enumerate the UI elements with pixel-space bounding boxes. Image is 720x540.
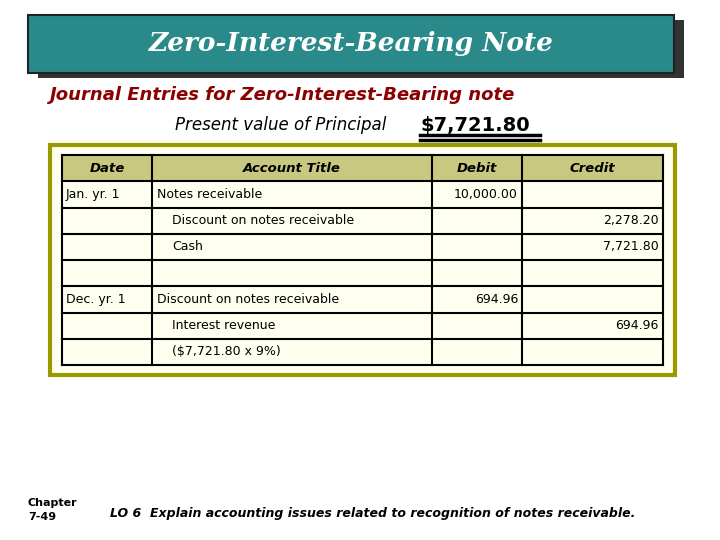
Bar (50, 145, 675, 375)
Text: Jan. yr. 1: Jan. yr. 1 (66, 188, 120, 201)
Text: Date: Date (89, 161, 125, 174)
Text: 694.96: 694.96 (474, 293, 518, 306)
Text: Discount on notes receivable: Discount on notes receivable (157, 293, 339, 306)
Bar (38, 20, 684, 78)
Text: 694.96: 694.96 (616, 319, 659, 332)
Text: Discount on notes receivable: Discount on notes receivable (172, 214, 354, 227)
Text: Account Title: Account Title (243, 161, 341, 174)
Text: 7,721.80: 7,721.80 (603, 240, 659, 253)
Text: Cash: Cash (172, 240, 203, 253)
Text: Notes receivable: Notes receivable (157, 188, 262, 201)
Text: Credit: Credit (570, 161, 616, 174)
Text: Interest revenue: Interest revenue (172, 319, 275, 332)
Text: Chapter
7-49: Chapter 7-49 (28, 498, 78, 522)
Text: ($7,721.80 x 9%): ($7,721.80 x 9%) (172, 346, 281, 359)
Bar (28, 15, 674, 73)
Text: Zero-Interest-Bearing Note: Zero-Interest-Bearing Note (148, 31, 554, 57)
Text: $7,721.80: $7,721.80 (420, 116, 530, 134)
Text: 2,278.20: 2,278.20 (603, 214, 659, 227)
Text: Dec. yr. 1: Dec. yr. 1 (66, 293, 125, 306)
Bar (62, 155, 663, 181)
Text: Debit: Debit (456, 161, 498, 174)
Text: Journal Entries for Zero-Interest-Bearing note: Journal Entries for Zero-Interest-Bearin… (50, 86, 516, 104)
Text: Present value of Principal: Present value of Principal (175, 116, 387, 134)
Text: LO 6  Explain accounting issues related to recognition of notes receivable.: LO 6 Explain accounting issues related t… (110, 507, 635, 519)
Text: 10,000.00: 10,000.00 (454, 188, 518, 201)
